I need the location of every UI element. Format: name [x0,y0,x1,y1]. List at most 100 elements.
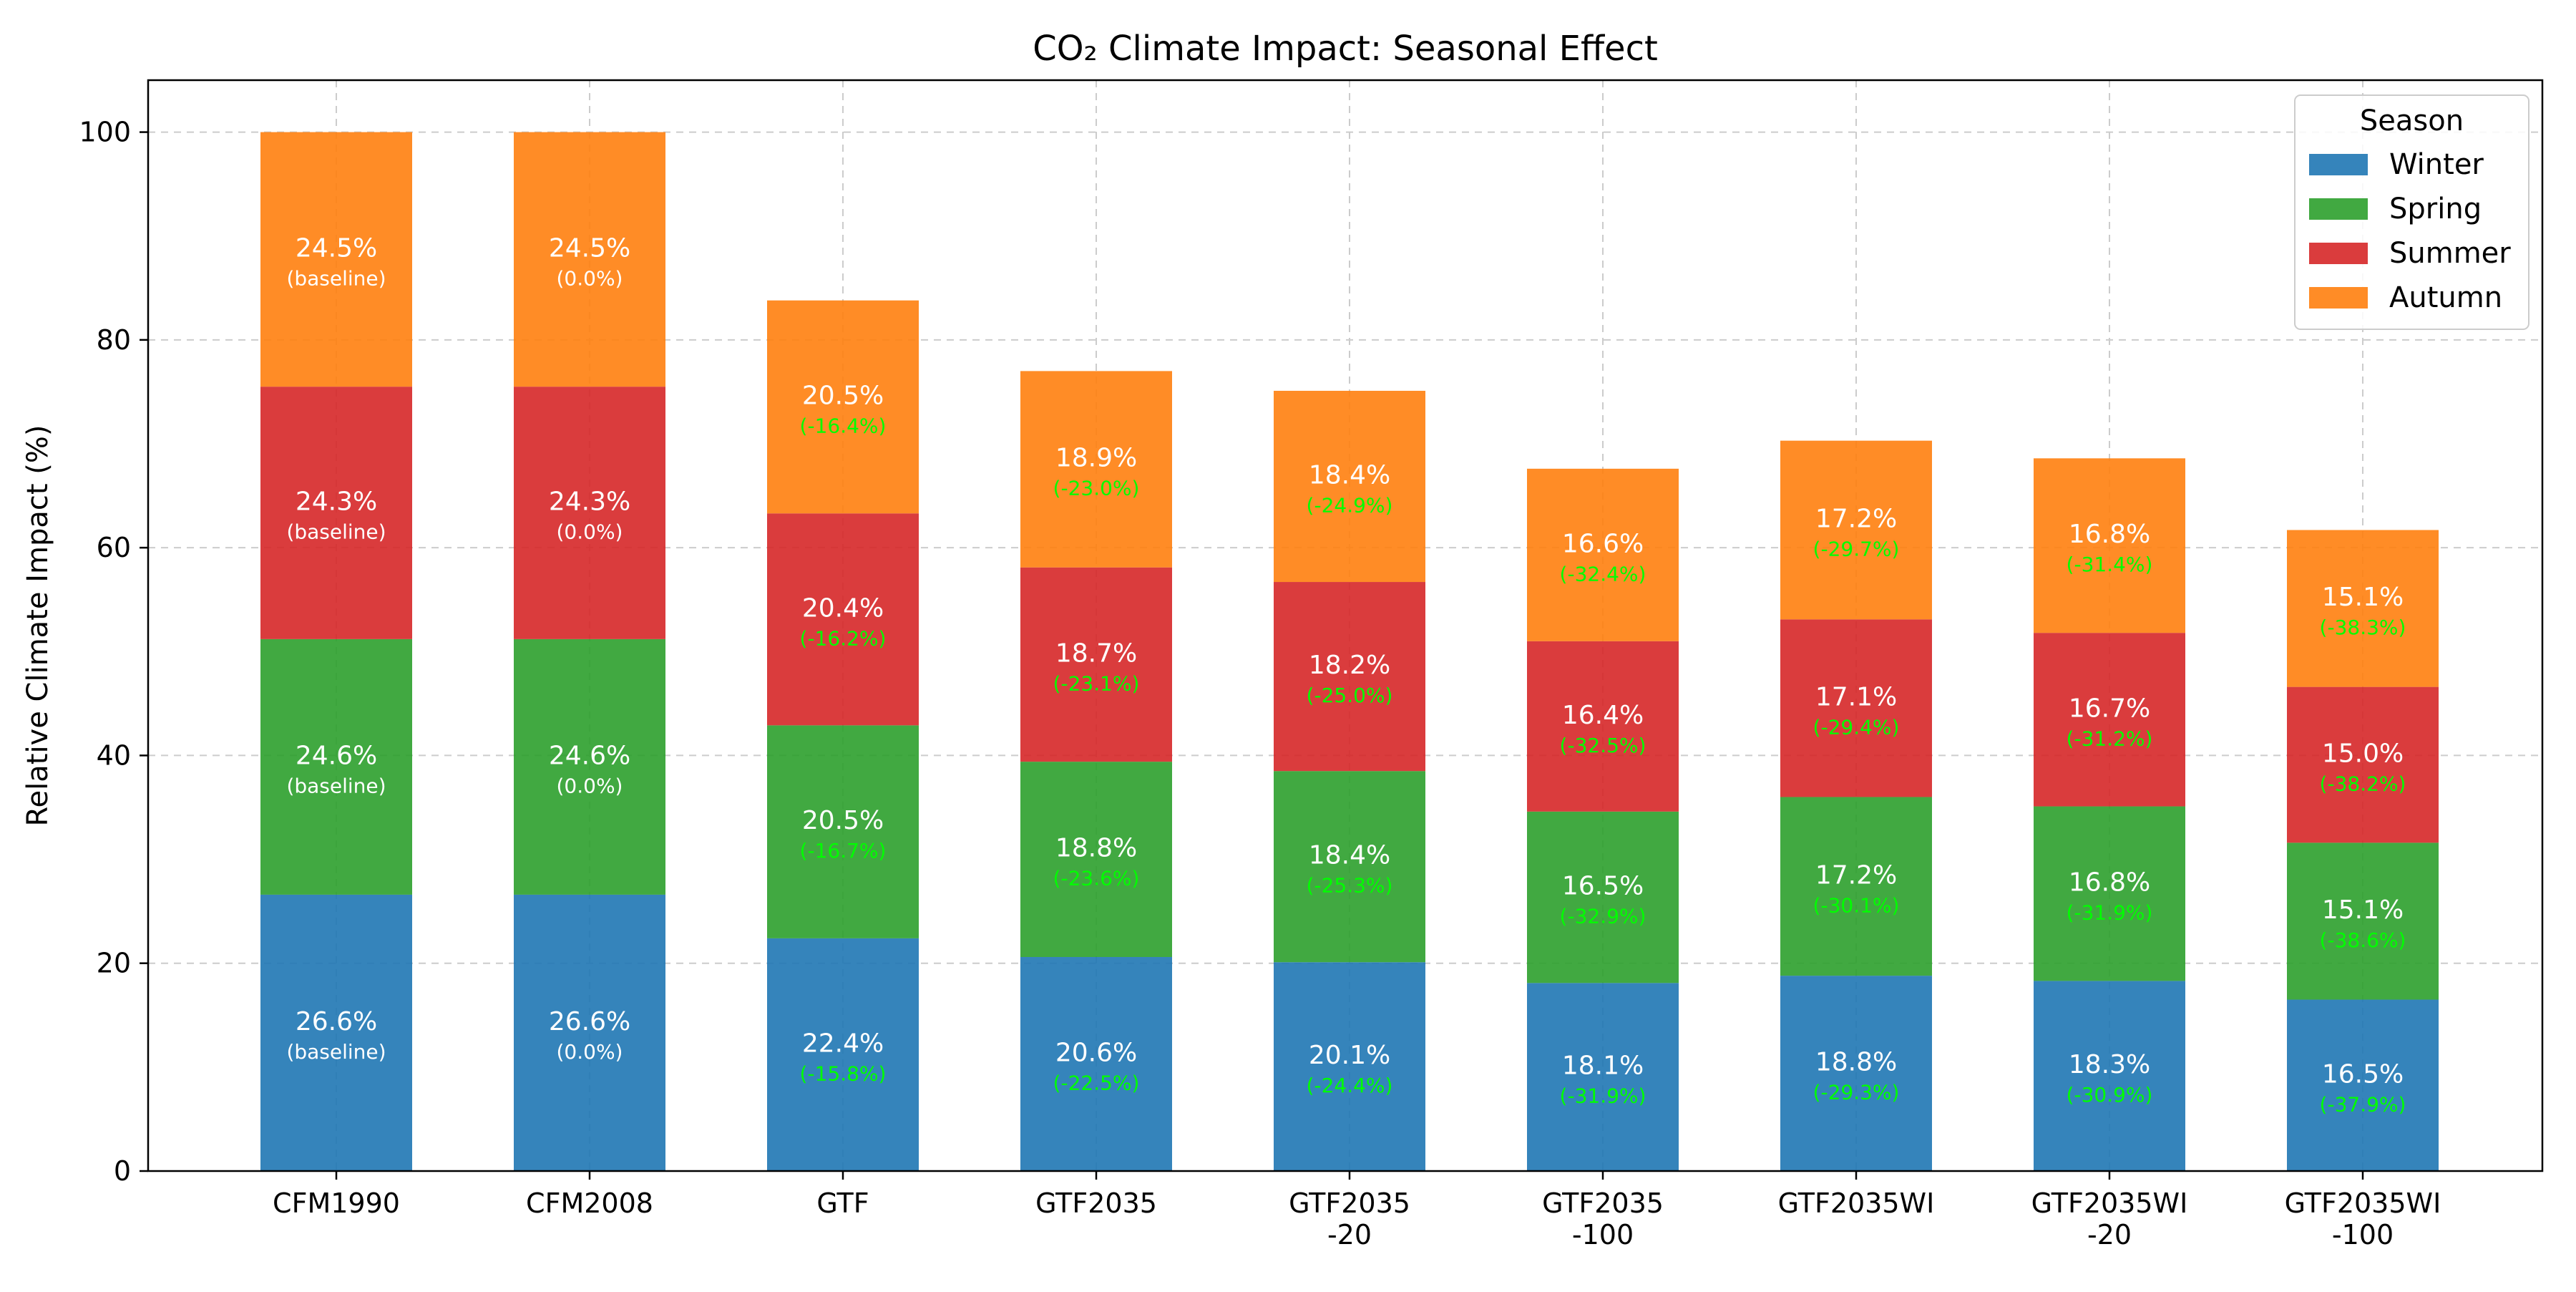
bar-segment-summer [1527,641,1679,812]
segment-change-label: (-32.4%) [1560,562,1646,586]
x-tick-label: -20 [1327,1219,1372,1250]
bar-segment-winter [1527,983,1679,1171]
segment-value-label: 20.6% [1055,1039,1137,1068]
x-tick-label: GTF2035WI [2285,1187,2441,1219]
segment-value-label: 15.1% [2322,895,2404,925]
segment-value-label: 24.5% [296,233,377,263]
bar-segment-winter [1274,962,1425,1171]
segment-change-label: (-31.9%) [1560,1084,1646,1108]
segment-value-label: 18.7% [1055,638,1137,668]
segment-value-label: 16.7% [2069,694,2150,723]
segment-value-label: 18.4% [1309,841,1390,870]
legend-title: Season [2360,105,2464,137]
segment-change-label: (-29.7%) [1813,537,1900,560]
bar-segment-winter [2034,981,2185,1171]
y-tick-label: 40 [97,739,131,771]
segment-change-label: (-16.2%) [800,626,887,650]
x-tick-label: -20 [2087,1219,2132,1250]
x-tick-label: CFM1990 [273,1187,400,1219]
bar-segment-spring [1780,797,1932,976]
x-tick-label: GTF2035 [1289,1187,1410,1219]
segment-change-label: (-32.5%) [1560,734,1646,757]
segment-change-label: (-23.1%) [1053,671,1140,695]
bar-labels: 26.6% (baseline) 24.6% (baseline) 24.3% (base… [286,233,2406,1116]
segment-value-label: 18.2% [1309,651,1390,680]
segment-value-label: 16.5% [1562,872,1644,901]
segment-value-label: 20.5% [802,806,884,835]
segment-change-label: (-30.9%) [2067,1083,2153,1107]
segment-change-label: (baseline) [286,266,386,290]
bar-segment-winter [767,938,919,1171]
axes: 0 20 40 60 80 100 CFM1990 CFM2008 GTF GTF2035 GTF2… [79,79,2544,1250]
segment-change-label: (-25.3%) [1307,874,1393,898]
bar-segment-winter [1780,976,1932,1171]
segment-value-label: 24.6% [549,741,630,770]
segment-value-label: 17.1% [1815,682,1897,711]
segment-change-label: (-24.9%) [1307,494,1393,518]
segment-value-label: 26.6% [296,1007,377,1036]
bar-segment-spring [260,638,412,895]
segment-value-label: 16.8% [2069,868,2150,897]
bar-segment-autumn [767,300,919,514]
y-axis-label: Relative Climate Impact (%) [21,425,54,827]
bar-segment-autumn [514,132,665,387]
bar-segment-summer [1274,582,1425,772]
segment-change-label: (-25.0%) [1307,684,1393,707]
segment-change-label: (-30.1%) [1813,893,1900,917]
bars [260,132,2439,1171]
legend-swatch-winter [2309,154,2368,175]
segment-value-label: 16.6% [1562,529,1644,558]
y-tick-label: 0 [114,1155,131,1187]
bar-segment-autumn [1780,440,1932,620]
bar-segment-autumn [1274,390,1425,583]
plot-frame [147,79,2544,1172]
y-tick-label: 100 [79,117,131,148]
bar-segment-autumn [260,132,412,387]
segment-value-label: 17.2% [1815,860,1897,890]
segment-change-label: (baseline) [286,520,386,544]
y-tick-label: 20 [97,948,131,979]
legend-label-spring: Spring [2389,193,2482,225]
segment-value-label: 20.1% [1309,1041,1390,1070]
bar-segment-summer [260,387,412,639]
segment-change-label: (-38.3%) [2320,616,2406,639]
segment-change-label: (0.0%) [557,266,623,290]
legend: Season Winter Spring Summer Autumn [2294,94,2529,330]
x-tick-label: GTF [816,1187,869,1219]
bar-segment-spring [1020,762,1172,958]
x-tick-label: CFM2008 [526,1187,653,1219]
x-tick-label: GTF2035 [1542,1187,1664,1219]
segment-change-label: (-38.2%) [2320,772,2406,795]
bar-segment-spring [2287,842,2439,1000]
segment-value-label: 18.1% [1562,1051,1644,1081]
legend-swatch-summer [2309,243,2368,264]
segment-change-label: (-31.2%) [2067,727,2153,750]
legend-box [2294,94,2529,330]
segment-change-label: (-16.4%) [800,414,887,437]
segment-value-label: 16.4% [1562,701,1644,730]
segment-value-label: 17.2% [1815,504,1897,533]
bar-segment-autumn [1020,371,1172,568]
segment-change-label: (baseline) [286,1040,386,1064]
legend-label-summer: Summer [2389,237,2511,270]
segment-change-label: (-24.4%) [1307,1074,1393,1097]
segment-change-label: (-29.3%) [1813,1081,1900,1104]
segment-value-label: 18.8% [1055,834,1137,863]
legend-label-winter: Winter [2389,148,2484,181]
segment-value-label: 15.1% [2322,583,2404,612]
bar-segment-summer [1780,619,1932,797]
segment-value-label: 24.6% [296,741,377,770]
bar-segment-winter [514,894,665,1171]
legend-swatch-spring [2309,198,2368,220]
bar-segment-summer [1020,567,1172,762]
bar-segment-spring [1527,811,1679,983]
x-tick-label: -100 [2332,1219,2394,1250]
bar-segment-summer [514,387,665,639]
segment-value-label: 18.3% [2069,1050,2150,1079]
segment-change-label: (baseline) [286,774,386,797]
y-tick-label: 60 [97,532,131,563]
segment-change-label: (-15.8%) [800,1062,887,1085]
segment-value-label: 16.8% [2069,520,2150,549]
segment-value-label: 20.4% [802,593,884,623]
segment-value-label: 26.6% [549,1007,630,1036]
